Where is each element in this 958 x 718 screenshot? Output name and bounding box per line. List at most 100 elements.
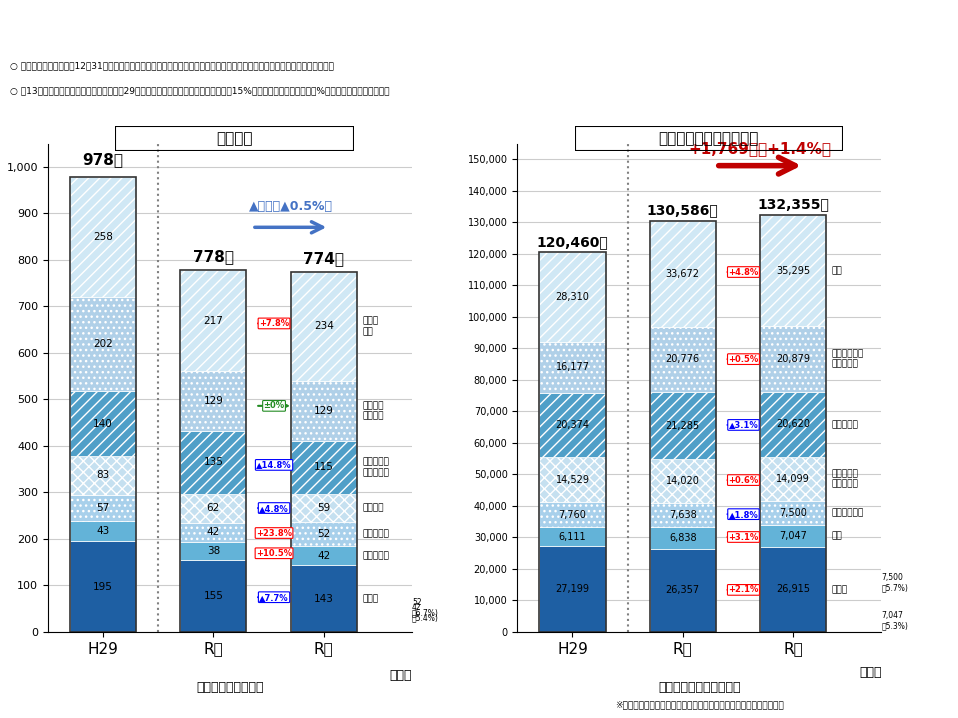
Bar bbox=[290, 441, 356, 494]
Text: 動作の反動・
無理な動作: 動作の反動・ 無理な動作 bbox=[832, 349, 864, 368]
Text: 7,500: 7,500 bbox=[779, 508, 807, 518]
Text: 切れ・こすれ: 切れ・こすれ bbox=[832, 508, 864, 518]
Text: ▲４人（▲0.5%）: ▲４人（▲0.5%） bbox=[248, 200, 332, 213]
Text: 7,500
（5.7%): 7,500 （5.7%) bbox=[881, 573, 908, 592]
Text: +0.5%: +0.5% bbox=[728, 355, 759, 363]
Text: 7,638: 7,638 bbox=[669, 510, 696, 521]
Text: （年）: （年） bbox=[390, 669, 412, 682]
Bar bbox=[650, 459, 716, 503]
Text: 転倒: 転倒 bbox=[832, 266, 842, 275]
Bar bbox=[760, 215, 826, 632]
Bar bbox=[70, 177, 136, 297]
Text: 217: 217 bbox=[203, 315, 223, 325]
Text: はさまれ・
巻き込まれ: はさまれ・ 巻き込まれ bbox=[832, 470, 858, 489]
Bar bbox=[650, 220, 716, 327]
Bar bbox=[760, 326, 826, 392]
Bar bbox=[290, 272, 356, 632]
Text: ±0%: ±0% bbox=[263, 401, 285, 411]
Bar bbox=[650, 392, 716, 459]
Text: 135: 135 bbox=[203, 457, 223, 467]
Bar bbox=[290, 494, 356, 522]
Text: 激突され: 激突され bbox=[362, 503, 384, 513]
Text: 129: 129 bbox=[203, 396, 223, 406]
Bar bbox=[290, 565, 356, 632]
Bar bbox=[539, 457, 605, 503]
Bar bbox=[539, 527, 605, 546]
Bar bbox=[70, 391, 136, 456]
Bar bbox=[180, 270, 246, 371]
Text: 出典：死亡災害報告: 出典：死亡災害報告 bbox=[196, 681, 263, 694]
Text: ○ 第13次労働災害防止計画において、平成29年と比較して令和４年までに死亡者数は15%以上の減少、死傷者数は５%以上の減少を掲げている。: ○ 第13次労働災害防止計画において、平成29年と比較して令和４年までに死亡者数… bbox=[10, 86, 389, 95]
Text: 14,529: 14,529 bbox=[556, 475, 589, 485]
Bar bbox=[70, 177, 136, 632]
Text: 16,177: 16,177 bbox=[556, 362, 589, 372]
Bar bbox=[760, 501, 826, 525]
Text: 120,460人: 120,460人 bbox=[536, 235, 608, 249]
Bar bbox=[539, 393, 605, 457]
Text: 21,285: 21,285 bbox=[666, 421, 700, 431]
Text: +2.1%: +2.1% bbox=[728, 585, 759, 595]
Text: 130,586人: 130,586人 bbox=[647, 203, 718, 218]
Text: ▲1.8%: ▲1.8% bbox=[729, 510, 759, 518]
Bar bbox=[760, 215, 826, 326]
Text: 墜落・転落: 墜落・転落 bbox=[832, 420, 858, 429]
Bar bbox=[70, 521, 136, 541]
Bar bbox=[70, 297, 136, 391]
Text: 59: 59 bbox=[317, 503, 331, 513]
Bar bbox=[539, 546, 605, 632]
Bar bbox=[290, 546, 356, 565]
Text: 激突: 激突 bbox=[832, 531, 842, 541]
Text: 7,760: 7,760 bbox=[559, 510, 586, 520]
Text: +3.1%: +3.1% bbox=[728, 533, 759, 541]
Text: 129: 129 bbox=[314, 406, 333, 416]
Text: 234: 234 bbox=[314, 322, 333, 331]
Text: 202: 202 bbox=[93, 339, 113, 349]
Bar bbox=[760, 547, 826, 632]
Text: 43: 43 bbox=[97, 526, 109, 536]
Text: 42
（5.4%): 42 （5.4%) bbox=[412, 602, 439, 622]
Text: 140: 140 bbox=[93, 419, 113, 429]
Text: 20,374: 20,374 bbox=[556, 419, 589, 429]
Bar bbox=[760, 525, 826, 547]
Text: はさまれ・
巻き込まれ: はさまれ・ 巻き込まれ bbox=[362, 458, 389, 477]
Bar bbox=[290, 381, 356, 441]
Text: 52
（6.7%): 52 （6.7%) bbox=[412, 598, 439, 617]
Bar bbox=[290, 272, 356, 381]
Bar bbox=[650, 503, 716, 527]
Text: 6,111: 6,111 bbox=[559, 531, 586, 541]
Bar bbox=[180, 431, 246, 494]
Bar bbox=[539, 253, 605, 632]
Text: 143: 143 bbox=[314, 594, 333, 604]
Text: 778人: 778人 bbox=[193, 249, 234, 264]
Bar bbox=[760, 392, 826, 457]
Text: +4.8%: +4.8% bbox=[728, 268, 759, 276]
Text: 258: 258 bbox=[93, 232, 113, 242]
Bar bbox=[539, 503, 605, 527]
Text: 132,355人: 132,355人 bbox=[757, 197, 829, 212]
Bar bbox=[70, 495, 136, 521]
Bar bbox=[70, 541, 136, 632]
Text: 崩壊・倒壊: 崩壊・倒壊 bbox=[362, 529, 389, 538]
Text: 飛来・落下: 飛来・落下 bbox=[362, 551, 389, 560]
Text: その他: その他 bbox=[832, 585, 848, 594]
Text: 978人: 978人 bbox=[82, 151, 124, 167]
Text: 83: 83 bbox=[97, 470, 109, 480]
Bar bbox=[180, 560, 246, 632]
Text: 令和４年　事故の型別労働災害発生状況（確定値）: 令和４年 事故の型別労働災害発生状況（確定値） bbox=[307, 13, 651, 37]
Bar bbox=[650, 527, 716, 549]
Text: ○ 令和４年１月１日から12月31日までに発生した労働災害について、令和５年４月７日までに報告があったものを集計したもの: ○ 令和４年１月１日から12月31日までに発生した労働災害について、令和５年４月… bbox=[10, 61, 333, 70]
Text: ※新型コロナウイルス感染症へのり患による労働災害を除いたもの。: ※新型コロナウイルス感染症へのり患による労働災害を除いたもの。 bbox=[615, 700, 784, 709]
Bar bbox=[760, 457, 826, 501]
Text: +7.8%: +7.8% bbox=[259, 319, 289, 328]
Text: 57: 57 bbox=[97, 503, 109, 513]
Text: 7,047: 7,047 bbox=[779, 531, 807, 541]
Text: ▲4.8%: ▲4.8% bbox=[260, 503, 289, 513]
Text: 14,020: 14,020 bbox=[666, 476, 699, 486]
Text: 20,620: 20,620 bbox=[776, 419, 810, 429]
Bar bbox=[290, 522, 356, 546]
Text: 6,838: 6,838 bbox=[669, 533, 696, 543]
Text: 155: 155 bbox=[203, 591, 223, 601]
Text: 20,879: 20,879 bbox=[776, 354, 810, 364]
Bar bbox=[180, 542, 246, 560]
Text: 27,199: 27,199 bbox=[556, 584, 589, 594]
